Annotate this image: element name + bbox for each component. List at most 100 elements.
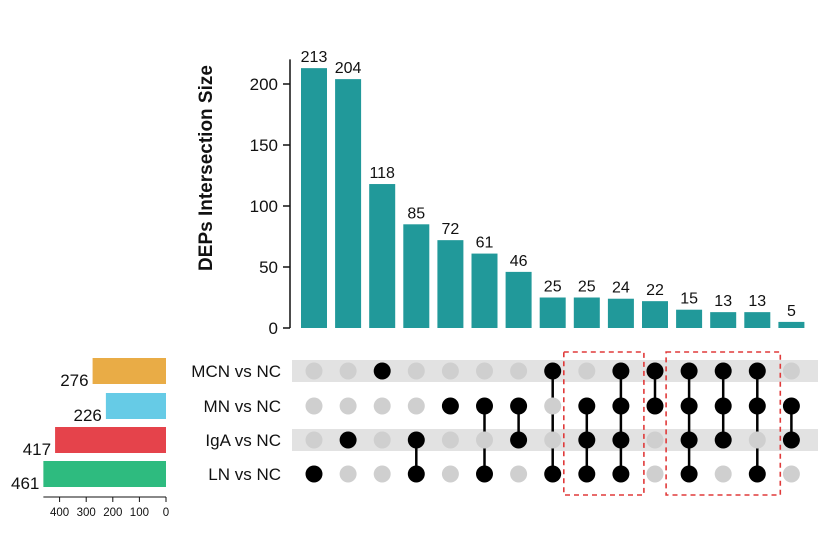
member-dot-inactive [646, 431, 664, 449]
intersection-bar [573, 297, 600, 328]
member-dot-active [305, 465, 323, 483]
member-dot-active [578, 431, 596, 449]
intersection-bar [335, 79, 362, 329]
set-size-axis: 400 300 200 100 0 [43, 496, 169, 519]
member-dot-inactive [578, 362, 596, 380]
bar-value-label: 85 [407, 205, 425, 222]
bar-value-label: 72 [442, 221, 460, 238]
y-tick-label: 200 [250, 75, 278, 94]
member-dot-inactive [373, 465, 391, 483]
member-dot-inactive [476, 431, 493, 449]
member-dot-active [782, 431, 800, 449]
bar-value-label: 213 [301, 49, 328, 66]
member-dot-active [714, 397, 732, 415]
set-name-label: LN vs NC [208, 465, 281, 484]
member-dot-inactive [305, 431, 323, 449]
membership-matrix [305, 362, 800, 483]
member-dot-active [578, 465, 596, 483]
bar-value-label: 15 [680, 291, 698, 308]
y-axis: 0 50 100 150 200 [250, 59, 291, 338]
member-dot-inactive [782, 362, 800, 380]
set-name-labels: MCN vs NC MN vs NC IgA vs NC LN vs NC [191, 362, 281, 484]
member-dot-inactive [339, 397, 357, 415]
set-size-bar [55, 427, 166, 453]
set-axis-tick-label: 200 [103, 507, 122, 519]
intersection-bar [744, 312, 771, 328]
bar-value-label: 13 [714, 293, 732, 310]
intersection-bar [301, 68, 327, 328]
member-dot-active [680, 362, 698, 380]
y-tick-label: 0 [269, 319, 278, 338]
bar-value-label: 204 [335, 60, 362, 77]
y-tick-label: 50 [259, 258, 278, 277]
set-axis-tick-label: 0 [163, 507, 169, 519]
y-axis-title: DEPs Intersection Size [196, 65, 217, 271]
intersection-bar [471, 253, 498, 328]
set-size-label: 276 [60, 371, 88, 390]
highlight-box [665, 351, 782, 496]
member-dot-active [748, 397, 766, 415]
set-name-label: MN vs NC [204, 397, 281, 416]
bar-value-labels: 213 204 118 85 72 61 46 25 25 24 22 15 13 13 5 [301, 49, 796, 320]
bar-value-label: 22 [646, 282, 664, 299]
intersection-bar [437, 240, 464, 328]
member-dot-active [646, 362, 664, 380]
set-size-label: 461 [11, 474, 39, 493]
member-dot-active [748, 362, 766, 380]
intersection-bar [539, 297, 566, 328]
member-dot-active [612, 465, 630, 483]
member-dot-active [578, 397, 596, 415]
highlight-boxes [562, 351, 782, 496]
member-dot-active [476, 465, 493, 483]
member-dot-active [510, 397, 528, 415]
set-axis-tick-label: 300 [77, 507, 96, 519]
member-dot-inactive [441, 431, 459, 449]
y-tick-label: 100 [250, 197, 278, 216]
set-size-label: 417 [23, 440, 51, 459]
intersection-bar [642, 301, 668, 328]
intersection-bar [505, 271, 532, 328]
set-size-bar [105, 393, 166, 419]
member-dot-inactive [305, 397, 323, 415]
intersection-bar [710, 312, 737, 328]
member-dot-inactive [476, 362, 493, 380]
member-dot-inactive [510, 465, 528, 483]
member-dot-active [339, 431, 357, 449]
set-size-bar [92, 358, 166, 384]
highlight-box [562, 351, 645, 496]
bar-value-label: 24 [612, 280, 630, 297]
member-dot-inactive [441, 362, 459, 380]
member-dot-active [646, 397, 664, 415]
member-dot-inactive [544, 431, 562, 449]
member-dot-active [714, 431, 732, 449]
bar-value-label: 25 [544, 279, 562, 296]
set-size-bar [43, 461, 166, 487]
set-name-label: IgA vs NC [205, 431, 281, 450]
member-dot-inactive [441, 465, 459, 483]
member-dot-active [510, 431, 528, 449]
intersection-bars [301, 68, 805, 329]
member-dot-active [476, 397, 493, 415]
member-dot-active [680, 465, 698, 483]
member-dot-active [544, 465, 562, 483]
member-dot-inactive [373, 431, 391, 449]
member-dot-inactive [510, 362, 528, 380]
member-dot-inactive [407, 397, 425, 415]
member-dot-active [680, 431, 698, 449]
set-axis-tick-label: 400 [50, 507, 69, 519]
member-dot-inactive [373, 397, 391, 415]
intersection-bar [369, 184, 396, 328]
member-dot-active [782, 397, 800, 415]
bar-value-label: 13 [748, 293, 766, 310]
bar-value-label: 25 [578, 279, 596, 296]
intersection-bar [403, 224, 430, 328]
bar-value-label: 118 [369, 165, 395, 182]
member-dot-active [441, 397, 459, 415]
member-dot-inactive [407, 362, 425, 380]
member-dot-inactive [544, 397, 562, 415]
member-dot-active [407, 465, 425, 483]
intersection-bar [607, 298, 634, 328]
member-dot-inactive [714, 465, 732, 483]
set-size-label: 226 [74, 406, 102, 425]
